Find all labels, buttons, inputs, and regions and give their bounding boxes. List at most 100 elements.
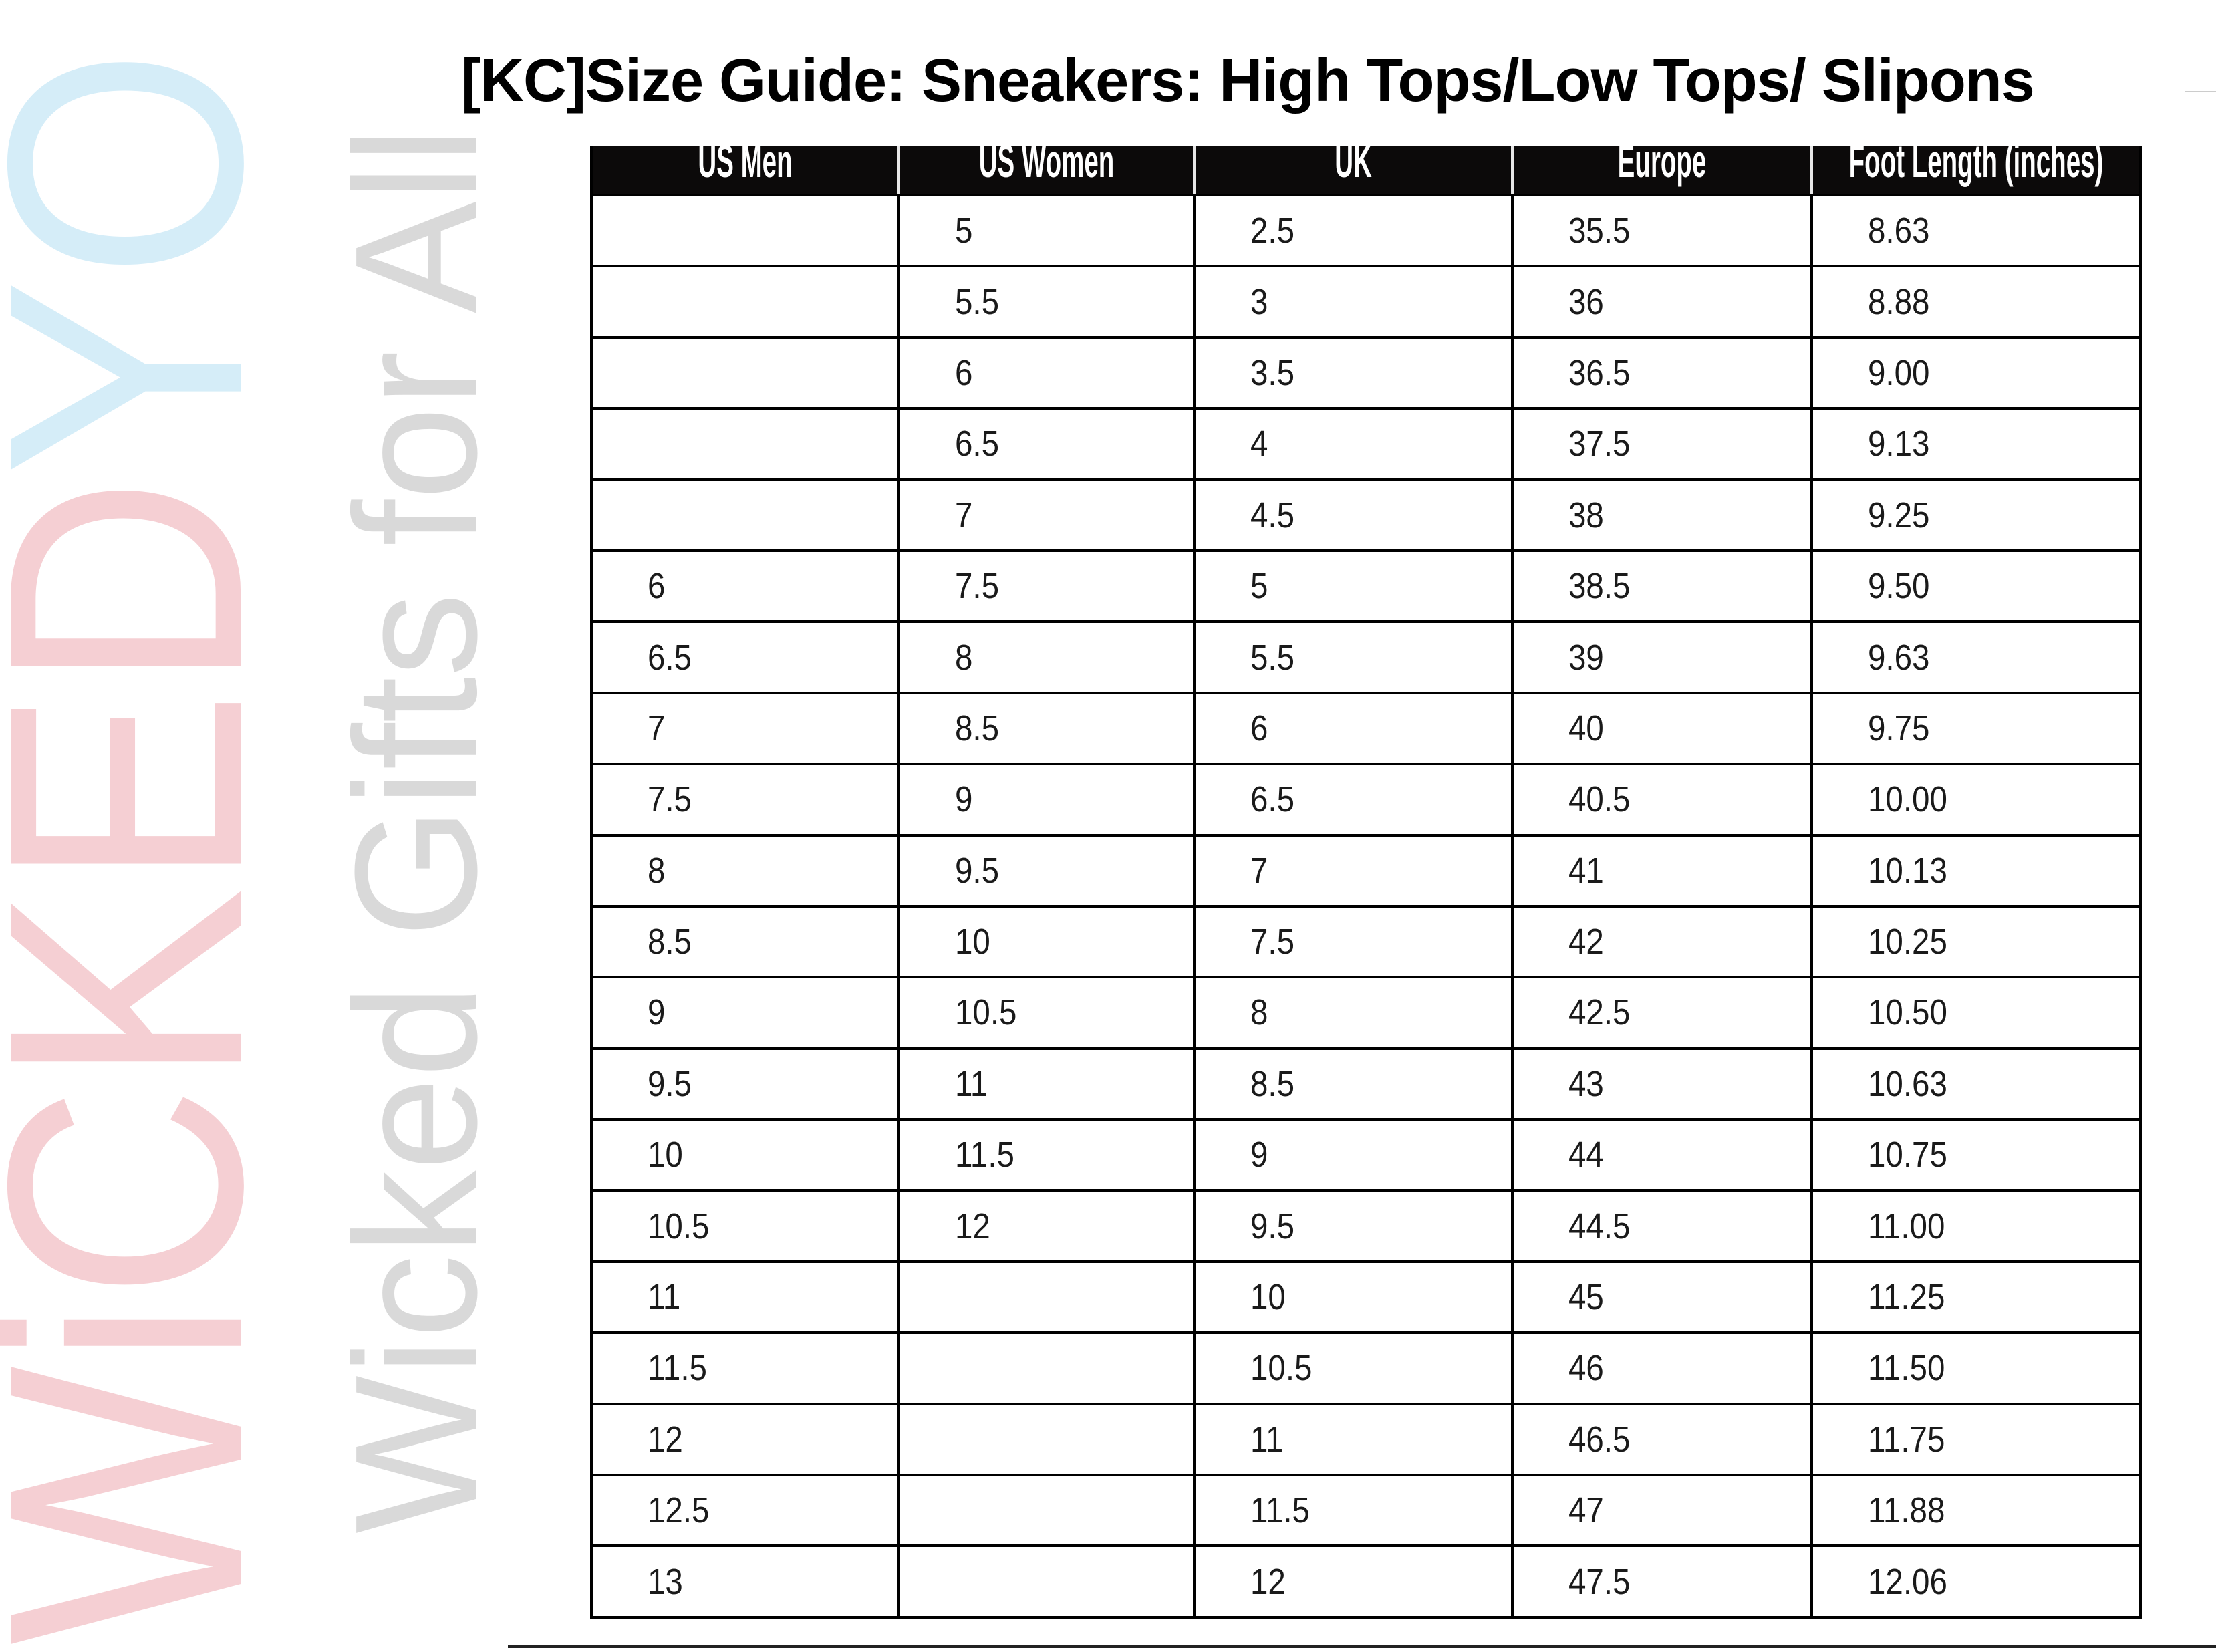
cell-us-men (593, 480, 900, 549)
cell-europe: 38 (1514, 480, 1813, 549)
cell-value: 11.5 (648, 1348, 707, 1389)
cell-value: 12.06 (1868, 1561, 1947, 1602)
cell-value: 10 (1250, 1277, 1286, 1318)
cell-value: 5.5 (1250, 637, 1295, 678)
cell-us-women: 9 (900, 765, 1196, 834)
cell-europe: 36 (1514, 267, 1813, 336)
cell-value: 7.5 (648, 779, 692, 820)
cell-value: 41 (1568, 850, 1604, 891)
cell-value: 12 (648, 1419, 683, 1460)
cell-us-men (593, 410, 900, 478)
cell-us-men: 9 (593, 978, 900, 1047)
cell-value: 42 (1568, 922, 1604, 962)
cell-foot-length: 10.75 (1813, 1121, 2139, 1189)
cell-us-men: 10.5 (593, 1192, 900, 1260)
table-row: 11 10 45 11.25 (593, 1260, 2139, 1332)
cell-value: 11.00 (1868, 1206, 1945, 1246)
cell-value: 5 (955, 211, 973, 251)
cell-value: 10.63 (1868, 1063, 1947, 1104)
cell-europe: 40 (1514, 694, 1813, 763)
cell-foot-length: 8.88 (1813, 267, 2139, 335)
cell-value: 8 (955, 637, 973, 678)
table-row: 7 4.5 38 9.25 (593, 478, 2139, 549)
cell-us-men (593, 267, 900, 336)
cell-europe: 44.5 (1514, 1192, 1813, 1260)
cell-us-women: 8 (900, 623, 1196, 692)
wickedyo-watermark-logo: WiCKEDYO Wicked Gifts for All (0, 48, 513, 1645)
cell-us-women: 7 (900, 480, 1196, 549)
table-row: 10.5 12 9.5 44.5 11.00 (593, 1189, 2139, 1260)
cell-foot-length: 9.00 (1813, 339, 2139, 407)
cell-uk: 3 (1196, 267, 1514, 336)
cell-value: 40 (1568, 708, 1604, 748)
cell-us-men (593, 196, 900, 265)
cell-value: 6.5 (648, 637, 692, 678)
cell-us-men: 7 (593, 694, 900, 763)
cell-value: 43 (1568, 1063, 1604, 1104)
cell-value: 11 (1250, 1419, 1284, 1460)
cell-value: 10.75 (1868, 1135, 1947, 1176)
cell-uk: 10.5 (1196, 1334, 1514, 1403)
cell-uk: 9 (1196, 1121, 1514, 1190)
column-header-europe: Europe (1514, 146, 1813, 194)
cell-value: 11.25 (1868, 1277, 1945, 1318)
table-header: US Men US Women UK Europe Foot Length (inche… (593, 146, 2139, 194)
cell-uk: 8.5 (1196, 1049, 1514, 1119)
cell-value: 42.5 (1568, 992, 1631, 1033)
cell-europe: 45 (1514, 1262, 1813, 1332)
table-row: 5.5 3 36 8.88 (593, 265, 2139, 336)
cell-value: 2.5 (1250, 211, 1295, 251)
cell-us-men (593, 338, 900, 408)
cell-us-men: 7.5 (593, 765, 900, 834)
cell-value: 10.00 (1868, 779, 1947, 820)
cell-us-women: 7.5 (900, 551, 1196, 621)
page-title: [KC]Size Guide: Sneakers: High Tops/Low … (461, 47, 2035, 114)
cell-us-women (900, 1405, 1196, 1474)
cell-value: 38.5 (1568, 566, 1631, 607)
cell-foot-length: 8.63 (1813, 196, 2139, 265)
cell-value: 10.13 (1868, 850, 1947, 891)
table-row: 8.5 10 7.5 42 10.25 (593, 904, 2139, 976)
table-row: 8 9.5 7 41 10.13 (593, 833, 2139, 905)
cell-value: 6.5 (955, 424, 1000, 464)
cell-us-women: 10.5 (900, 978, 1196, 1047)
cell-value: 3.5 (1250, 352, 1295, 393)
cell-value: 7 (1250, 850, 1268, 891)
cell-value: 8.5 (648, 922, 692, 962)
cell-europe: 37.5 (1514, 410, 1813, 478)
cell-us-women (900, 1476, 1196, 1545)
cell-europe: 35.5 (1514, 196, 1813, 265)
cell-value: 5 (1250, 566, 1268, 607)
cell-foot-length: 10.25 (1813, 908, 2139, 976)
table-row: 7 8.5 6 40 9.75 (593, 691, 2139, 763)
cell-value: 44.5 (1568, 1206, 1631, 1246)
cell-us-women: 12 (900, 1192, 1196, 1260)
cell-value: 9.13 (1868, 424, 1930, 464)
column-header-foot-length: Foot Length (inches) (1813, 146, 2139, 194)
table-row: 5 2.5 35.5 8.63 (593, 194, 2139, 265)
cell-value: 9 (648, 992, 666, 1033)
cell-us-men: 6 (593, 551, 900, 621)
cell-us-women (900, 1547, 1196, 1616)
cell-value: 46.5 (1568, 1419, 1631, 1460)
cell-us-women: 9.5 (900, 836, 1196, 905)
cell-value: 9 (955, 779, 973, 820)
cell-value: 11 (648, 1277, 681, 1318)
cell-value: 13 (648, 1561, 683, 1602)
cell-us-men: 10 (593, 1121, 900, 1190)
cell-us-women: 11 (900, 1049, 1196, 1119)
column-header-label: Foot Length (inches) (1848, 146, 2104, 187)
cell-value: 38 (1568, 495, 1604, 535)
cell-value: 9.25 (1868, 495, 1930, 535)
cell-uk: 11 (1196, 1405, 1514, 1474)
cell-value: 3 (1250, 281, 1268, 322)
cell-uk: 2.5 (1196, 196, 1514, 265)
cell-value: 7.5 (1250, 922, 1295, 962)
cell-us-women (900, 1334, 1196, 1403)
column-header-label: US Women (978, 146, 1115, 187)
cell-value: 8 (648, 850, 666, 891)
cell-europe: 46 (1514, 1334, 1813, 1403)
cell-value: 10.5 (648, 1206, 710, 1246)
table-row: 11.5 10.5 46 11.50 (593, 1331, 2139, 1403)
cell-foot-length: 9.75 (1813, 694, 2139, 763)
